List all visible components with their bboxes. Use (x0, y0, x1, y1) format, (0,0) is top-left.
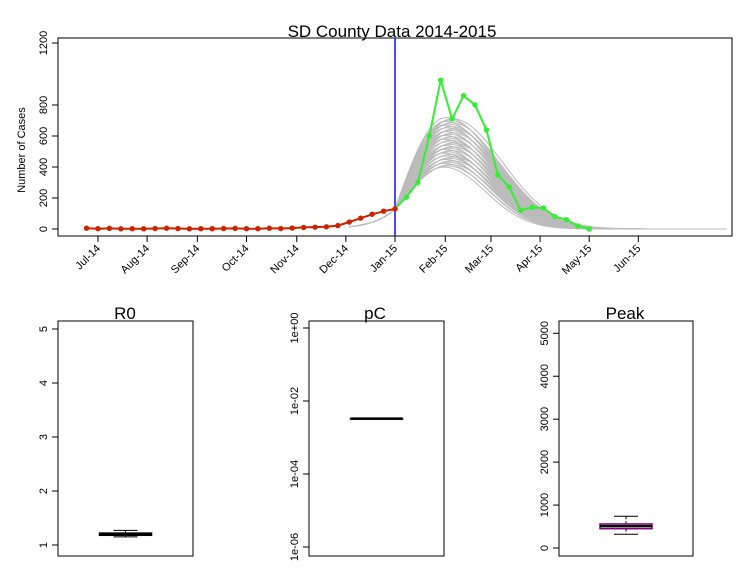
observed-after-point (437, 77, 444, 83)
y-tick-label: 5000 (539, 321, 551, 345)
observed-after-point (472, 102, 478, 108)
observed-after-point (403, 194, 410, 200)
observed-after-point (460, 93, 467, 99)
boxplot-pc: pC 1e-06 1e-04 1e-02 1e+00 (289, 304, 445, 561)
observed-fit-point (323, 224, 330, 230)
observed-after-point (449, 116, 455, 122)
observed-after-line (394, 79, 590, 230)
observed-fit-point (220, 225, 227, 232)
x-tick-label: Oct-14 (220, 243, 252, 275)
y-tick-label: 1200 (38, 31, 50, 55)
y-tick-label: 5 (38, 326, 50, 332)
y-tick-label: 0 (38, 226, 50, 232)
observed-fit-point (152, 225, 158, 232)
observed-fit-point (289, 225, 295, 231)
x-tick-label: Dec-14 (317, 243, 351, 277)
observed-fit-point (140, 226, 147, 232)
main-axes: 0 200 400 600 800 1200 Jul-14 Aug-14 Sep-14 Oct-1… (38, 31, 733, 277)
observed-fit-point (232, 225, 238, 232)
observed-after-point (506, 184, 512, 190)
x-tick-label: Feb-15 (417, 243, 450, 276)
observed-fit-point (106, 225, 113, 232)
observed-fit-point (358, 215, 364, 221)
observed-after-point (483, 127, 490, 133)
y-tick-label: 0 (539, 545, 551, 551)
observed-fit-point (129, 225, 135, 232)
x-tick-label: May-15 (560, 243, 594, 277)
observed-fit-point (278, 225, 284, 232)
observed-fit-point (175, 225, 181, 232)
observed-fit-point (243, 225, 250, 232)
boxplot-peak-title: Peak (606, 304, 645, 323)
x-tick-label: Jan-15 (368, 243, 400, 275)
y-tick-label: 3000 (539, 407, 551, 431)
observed-fit-point (392, 206, 398, 212)
x-tick-label: Jul-14 (73, 243, 103, 273)
main-epidemic-chart: SD County Data 2014-2015 Number of Cases… (16, 22, 733, 277)
observed-series (83, 77, 592, 232)
observed-fit-point (312, 224, 318, 230)
observed-after-point (495, 172, 501, 178)
observed-after-point (540, 205, 547, 211)
y-tick-label: 2 (38, 488, 50, 494)
y-tick-label: 1000 (539, 493, 551, 517)
boxplot-r0-title: R0 (114, 304, 136, 323)
y-tick-label: 1e-02 (289, 387, 301, 415)
y-tick-label: 1e-06 (289, 533, 301, 561)
x-tick-label: Nov-14 (268, 243, 302, 277)
observed-fit-point (198, 225, 204, 232)
main-chart-title: SD County Data 2014-2015 (288, 22, 497, 41)
observed-fit-point (380, 208, 387, 214)
observed-fit-point (95, 225, 101, 232)
y-tick-label: 800 (38, 96, 50, 114)
y-tick-label: 2000 (539, 450, 551, 474)
observed-fit-point (335, 222, 341, 229)
x-tick-label: Apr-15 (513, 243, 545, 275)
observed-after-point (415, 179, 421, 186)
observed-fit-point (118, 226, 124, 232)
observed-after-point (426, 133, 432, 139)
observed-fit-point (300, 224, 307, 231)
observed-after-point (517, 207, 524, 214)
observed-fit-point (346, 219, 353, 225)
y-tick-label: 4000 (539, 364, 551, 388)
boxplot-frame (308, 320, 445, 557)
observed-fit-point (255, 225, 261, 232)
y-tick-label: 400 (38, 158, 50, 176)
observed-fit-point (186, 226, 193, 232)
y-tick-label: 600 (38, 127, 50, 145)
observed-after-point (586, 226, 592, 232)
x-tick-label: Mar-15 (463, 243, 496, 276)
observed-fit-point (369, 211, 375, 217)
observed-after-point (563, 217, 570, 223)
y-tick-label: 4 (38, 380, 50, 386)
x-tick-label: Aug-14 (119, 243, 153, 277)
boxplot-frame (558, 320, 694, 557)
observed-fit-point (83, 225, 90, 231)
y-tick-label: 3 (38, 434, 50, 440)
boxplot-frame (57, 320, 194, 557)
observed-after-point (575, 223, 581, 229)
observed-fit-point (266, 225, 273, 231)
x-tick-label: Sep-14 (169, 243, 203, 277)
boxplot-peak: Peak 0 1000 2000 3000 4000 5000 (539, 304, 694, 557)
observed-fit-point (209, 225, 215, 232)
y-tick-label: 1e-04 (289, 460, 301, 488)
observed-fit-line (86, 207, 396, 230)
simulated-trajectories (349, 116, 727, 230)
y-tick-label: 1e+00 (289, 313, 301, 344)
y-axis-label: Number of Cases (16, 107, 28, 193)
observed-fit-point (163, 225, 170, 231)
observed-after-point (529, 204, 535, 210)
y-tick-label: 1 (38, 542, 50, 548)
observed-after-point (552, 213, 558, 220)
boxplot-r0: R0 1 2 3 4 5 (38, 304, 194, 557)
y-tick-label: 200 (38, 189, 50, 207)
x-tick-label: Jun-15 (611, 243, 643, 275)
boxplot-pc-title: pC (364, 304, 386, 323)
